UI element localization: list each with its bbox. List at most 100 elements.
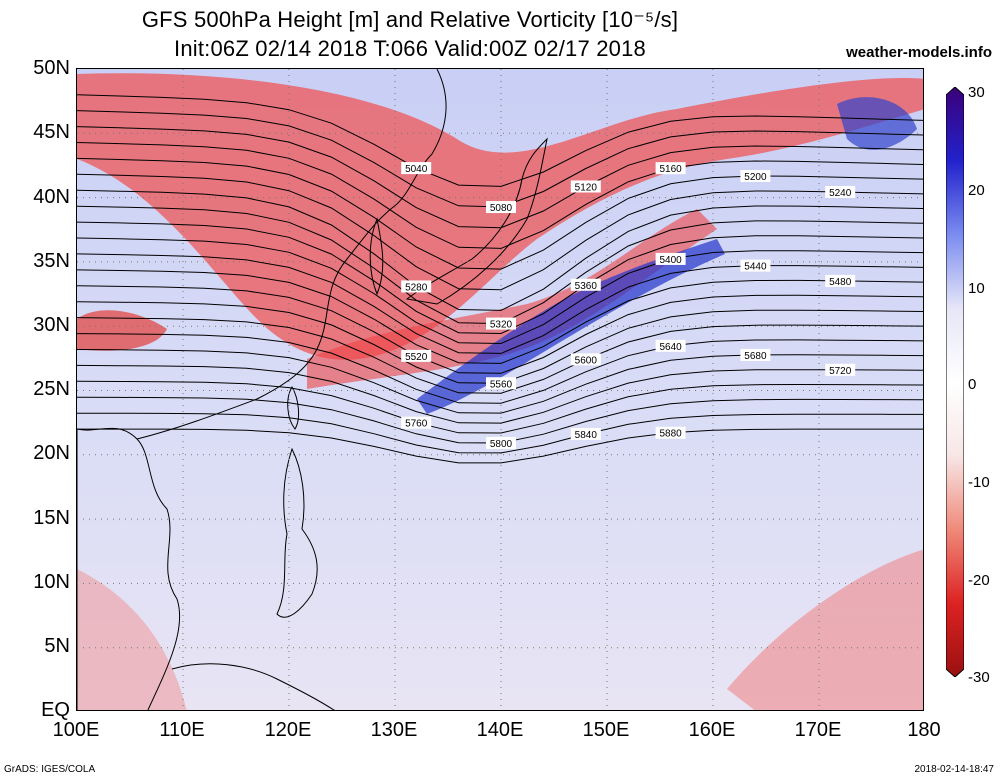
- svg-text:5080: 5080: [490, 203, 513, 214]
- svg-text:5360: 5360: [575, 281, 598, 292]
- colorbar-tick-neg30: -30: [968, 669, 990, 686]
- coastline-philippines: [276, 447, 318, 618]
- contour-label-5680: 5680: [740, 348, 771, 362]
- vorticity-positive-band-jet: [307, 209, 717, 389]
- lon-label-140e: 140E: [476, 719, 524, 741]
- contour-label-5360: 5360: [570, 278, 601, 292]
- contour-label-5560: 5560: [486, 377, 516, 390]
- contour-label-5400: 5400: [655, 252, 686, 266]
- svg-text:5840: 5840: [575, 430, 598, 441]
- contour-label-5640: 5640: [655, 339, 686, 353]
- site-watermark: weather-models.info: [846, 44, 992, 61]
- contour-label-5760: 5760: [401, 416, 432, 430]
- contour-label-5120: 5120: [570, 180, 601, 193]
- footer-timestamp: 2018-02-14-18:47: [914, 764, 994, 775]
- contour-line-5240: [77, 173, 923, 291]
- contour-label-5240: 5240: [825, 186, 856, 199]
- lon-label-110e: 110E: [159, 719, 205, 741]
- contour-label-5160: 5160: [655, 162, 686, 175]
- lat-label-35n: 35N: [33, 250, 70, 272]
- contour-line-5400: [77, 237, 923, 345]
- lon-label-120e: 120E: [264, 719, 312, 741]
- coastline-borneo: [171, 663, 335, 710]
- contour-label-5880: 5880: [655, 426, 686, 440]
- vorticity-positive-patch-southeast: [727, 549, 923, 710]
- contour-line-5880: [77, 428, 923, 464]
- coastline-indochina: [77, 427, 181, 710]
- colorbar-gradient: [946, 87, 964, 677]
- contour-line-5160: [77, 142, 923, 249]
- lon-label-130e: 130E: [370, 719, 418, 741]
- contour-label-5320: 5320: [486, 317, 516, 331]
- coastline-china: [136, 69, 447, 440]
- lat-label-45n: 45N: [33, 121, 70, 143]
- contour-line-5520: [77, 285, 923, 374]
- svg-text:5400: 5400: [659, 255, 682, 266]
- svg-text:5440: 5440: [744, 262, 767, 273]
- vorticity-positive-patch-southwest: [77, 569, 187, 710]
- svg-text:5640: 5640: [659, 342, 682, 353]
- lat-label-10n: 10N: [33, 571, 70, 593]
- contour-line-5760: [77, 380, 923, 434]
- svg-text:5800: 5800: [490, 439, 513, 450]
- svg-text:5320: 5320: [490, 320, 513, 331]
- map-canvas: 5040 5080 5120 5160 5200 5240 5280 5320 5360 5400…: [77, 69, 923, 710]
- svg-text:5880: 5880: [659, 429, 682, 440]
- colorbar-tick-neg10: -10: [968, 474, 990, 491]
- lat-label-eq: EQ: [41, 699, 70, 721]
- contour-label-5720: 5720: [825, 363, 856, 377]
- contour-label-5440: 5440: [740, 259, 771, 273]
- svg-text:5040: 5040: [405, 164, 428, 175]
- svg-text:5600: 5600: [575, 355, 598, 366]
- svg-text:5120: 5120: [575, 182, 598, 193]
- contour-line-5640: [77, 333, 923, 404]
- contour-label-5600: 5600: [570, 353, 601, 366]
- contour-label-5800: 5800: [486, 436, 516, 450]
- contour-line-5440: [77, 253, 923, 354]
- colorbar-tick-10: 10: [968, 280, 985, 297]
- contour-line-5840: [77, 412, 923, 454]
- lat-label-30n: 30N: [33, 314, 70, 336]
- contour-line-5040: [77, 94, 923, 187]
- svg-text:5160: 5160: [659, 164, 682, 175]
- contour-label-5840: 5840: [570, 427, 601, 441]
- contour-label-5480: 5480: [825, 274, 856, 288]
- contour-label-5040: 5040: [401, 162, 432, 175]
- lon-label-170e: 170E: [794, 719, 842, 741]
- lon-label-160e: 160E: [688, 719, 736, 741]
- coastline-japan: [405, 137, 548, 305]
- chart-subtitle: Init:06Z 02/14 2018 T:066 Valid:00Z 02/1…: [174, 36, 646, 61]
- contour-line-5680: [77, 349, 923, 414]
- svg-text:5240: 5240: [829, 188, 852, 199]
- lat-label-20n: 20N: [33, 442, 70, 464]
- vorticity-negative-band: [417, 239, 725, 414]
- svg-text:5480: 5480: [829, 277, 852, 288]
- svg-text:5720: 5720: [829, 366, 852, 377]
- vorticity-positive-patch-west: [77, 310, 167, 351]
- contour-line-5720: [77, 364, 923, 424]
- contour-line-5200: [77, 157, 923, 270]
- map-panel: 5040 5080 5120 5160 5200 5240 5280 5320 5360 5400…: [76, 68, 924, 711]
- colorbar: [946, 87, 964, 677]
- lon-label-100e: 100E: [52, 719, 100, 741]
- lat-label-50n: 50N: [33, 57, 70, 79]
- lat-label-15n: 15N: [33, 507, 70, 529]
- svg-text:5280: 5280: [405, 282, 428, 293]
- contour-label-5080: 5080: [486, 201, 516, 214]
- coastline-taiwan: [287, 386, 300, 430]
- contour-label-5520: 5520: [401, 349, 432, 363]
- svg-text:5200: 5200: [744, 172, 767, 183]
- svg-text:5560: 5560: [490, 379, 513, 390]
- contour-line-5360: [77, 221, 923, 335]
- colorbar-tick-30: 30: [968, 84, 985, 101]
- contour-label-5200: 5200: [740, 170, 771, 183]
- contour-line-5280: [77, 189, 923, 311]
- svg-text:5760: 5760: [405, 419, 428, 430]
- colorbar-tick-neg20: -20: [968, 572, 990, 589]
- lat-label-40n: 40N: [33, 186, 70, 208]
- contour-line-5480: [77, 269, 923, 364]
- svg-text:5680: 5680: [744, 351, 767, 362]
- chart-title: GFS 500hPa Height [m] and Relative Vorti…: [141, 7, 679, 32]
- lon-label-180: 180: [907, 719, 941, 741]
- svg-text:5520: 5520: [405, 352, 428, 363]
